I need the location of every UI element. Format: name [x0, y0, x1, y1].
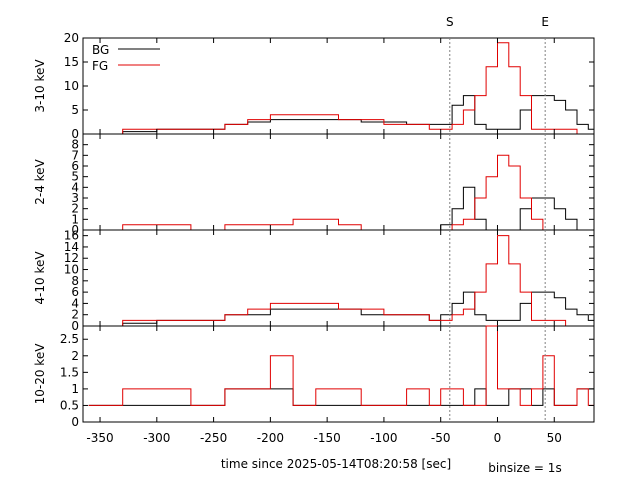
legend-label-bg: BG — [92, 43, 109, 57]
series-fg-line — [88, 154, 594, 231]
series-fg-line — [88, 42, 594, 135]
y-tick-label: 8 — [71, 138, 79, 152]
y-tick-label: 14 — [64, 240, 79, 254]
panel-frame — [82, 133, 595, 231]
y-axis-label: 10-20 keV — [33, 343, 47, 405]
series-bg-line — [88, 388, 594, 406]
y-tick-label: 0 — [71, 127, 79, 141]
y-tick-label: 1 — [71, 382, 79, 396]
y-tick-label: 4 — [71, 296, 79, 310]
x-tick-label: -200 — [257, 431, 284, 445]
legend-label-fg: FG — [92, 59, 108, 73]
y-tick-label: 15 — [64, 55, 79, 69]
y-tick-label: 10 — [64, 263, 79, 277]
x-tick-label: 50 — [547, 431, 562, 445]
series-bg-line — [88, 95, 594, 135]
panel-frame — [82, 229, 595, 327]
y-tick-label: 20 — [64, 31, 79, 45]
y-tick-label: 2 — [71, 202, 79, 216]
y-tick-label: 8 — [71, 274, 79, 288]
x-tick-label: -350 — [86, 431, 113, 445]
series-bg-line — [88, 186, 594, 231]
x-axis-label: time since 2025-05-14T08:20:58 [sec] — [221, 457, 451, 471]
y-tick-label: 2.5 — [60, 332, 79, 346]
series-fg-line — [88, 235, 594, 327]
y-tick-label: 5 — [71, 103, 79, 117]
y-tick-label: 6 — [71, 285, 79, 299]
x-tick-label: -100 — [370, 431, 397, 445]
marker-start-label: S — [446, 15, 454, 29]
x-tick-label: -50 — [431, 431, 451, 445]
y-tick-label: 2 — [71, 308, 79, 322]
x-tick-label: -300 — [143, 431, 170, 445]
series-fg-line — [88, 325, 594, 406]
y-tick-label: 1.5 — [60, 365, 79, 379]
y-axis-label: 4-10 keV — [33, 251, 47, 305]
y-tick-label: 12 — [64, 251, 79, 265]
y-tick-label: 0.5 — [60, 398, 79, 412]
y-tick-label: 1 — [71, 212, 79, 226]
binsize-label: binsize = 1s — [488, 461, 561, 475]
y-tick-label: 3 — [71, 191, 79, 205]
y-tick-label: 4 — [71, 180, 79, 194]
y-tick-label: 0 — [71, 223, 79, 237]
y-axis-label: 3-10 keV — [33, 59, 47, 113]
y-tick-label: 5 — [71, 170, 79, 184]
y-tick-label: 7 — [71, 148, 79, 162]
x-tick-label: -250 — [200, 431, 227, 445]
y-tick-label: 6 — [71, 159, 79, 173]
panel-frame — [82, 325, 595, 423]
legend: BG FG — [92, 43, 160, 73]
y-axis-label: 2-4 keV — [33, 158, 47, 204]
y-tick-label: 0 — [71, 319, 79, 333]
y-tick-label: 2 — [71, 349, 79, 363]
y-tick-label: 16 — [64, 229, 79, 243]
x-tick-label: -150 — [314, 431, 341, 445]
marker-end-label: E — [541, 15, 549, 29]
y-tick-label: 0 — [71, 415, 79, 429]
y-tick-label: 10 — [64, 79, 79, 93]
x-tick-label: 0 — [494, 431, 502, 445]
